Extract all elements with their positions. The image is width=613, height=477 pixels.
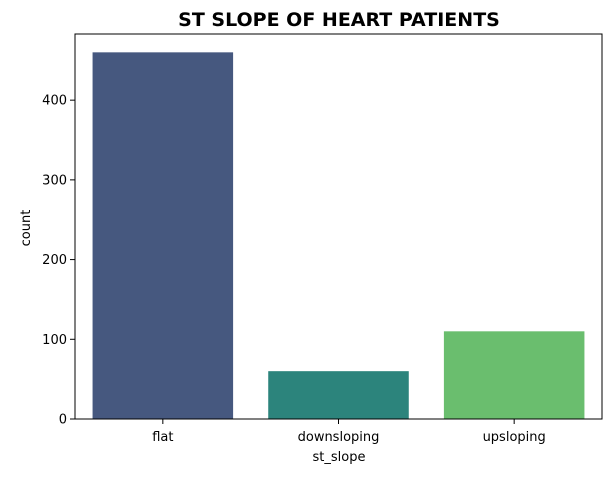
plot-area: flat downsloping upsloping 0 100 200 300 400 — [42, 33, 603, 445]
chart-title: ST SLOPE OF HEART PATIENTS — [178, 9, 500, 31]
y-tick-label: 100 — [42, 333, 67, 348]
y-axis-label: count — [19, 210, 34, 247]
bar-upsloping — [443, 331, 585, 419]
x-tick-label: flat — [152, 430, 173, 445]
bar-flat — [92, 52, 234, 419]
y-tick-label: 400 — [42, 94, 67, 109]
y-tick-label: 200 — [42, 253, 67, 268]
y-tick-label: 0 — [59, 413, 67, 428]
bar-downsloping — [268, 371, 409, 419]
y-tick-label: 300 — [42, 173, 67, 188]
x-tick-label: downsloping — [298, 430, 380, 445]
x-tick-label: upsloping — [483, 430, 546, 445]
x-axis-label: st_slope — [313, 450, 366, 465]
plot-frame — [74, 33, 603, 420]
